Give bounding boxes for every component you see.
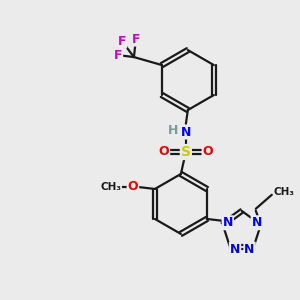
Text: N: N	[252, 216, 262, 229]
Text: O: O	[202, 146, 213, 158]
Text: S: S	[181, 145, 191, 159]
Text: F: F	[118, 34, 126, 48]
Text: N: N	[244, 243, 255, 256]
Text: CH₃: CH₃	[274, 187, 295, 197]
Text: F: F	[132, 33, 140, 46]
Text: N: N	[223, 216, 233, 229]
Text: O: O	[159, 146, 169, 158]
Text: H: H	[168, 124, 178, 136]
Text: N: N	[230, 243, 240, 256]
Text: O: O	[128, 181, 138, 194]
Text: N: N	[181, 125, 191, 139]
Text: CH₃: CH₃	[100, 182, 122, 192]
Text: F: F	[114, 49, 122, 62]
